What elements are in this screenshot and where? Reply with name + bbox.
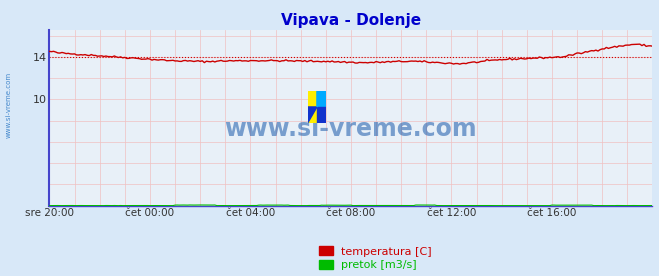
Text: www.si-vreme.com: www.si-vreme.com <box>225 116 477 140</box>
Title: Vipava - Dolenje: Vipava - Dolenje <box>281 13 421 28</box>
Text: www.si-vreme.com: www.si-vreme.com <box>5 72 12 138</box>
Legend: temperatura [C], pretok [m3/s]: temperatura [C], pretok [m3/s] <box>319 246 432 270</box>
Polygon shape <box>317 91 326 107</box>
Polygon shape <box>308 107 317 123</box>
Polygon shape <box>317 91 326 107</box>
Polygon shape <box>317 107 326 123</box>
Polygon shape <box>308 107 317 123</box>
Polygon shape <box>308 91 317 107</box>
